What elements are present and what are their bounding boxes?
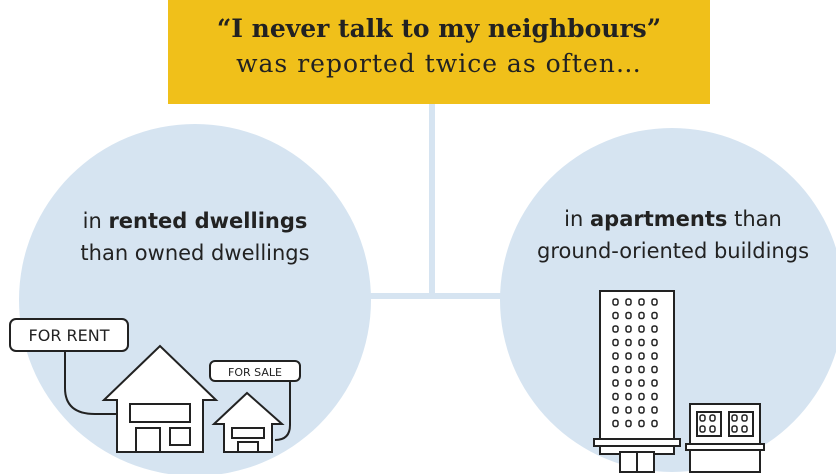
node-text: in rented dwellings than owned dwellings [40, 205, 350, 269]
node-text: in apartments than ground-oriented build… [505, 203, 836, 267]
node-suffix: than [734, 207, 782, 231]
header: “I never talk to my neighbours” was repo… [168, 0, 710, 104]
node-line: ground-oriented buildings [505, 235, 836, 267]
connector [360, 100, 505, 296]
sign-label: FOR SALE [228, 366, 282, 379]
page: FOR RENT FOR SALE “I never talk to my ne… [0, 0, 836, 474]
node-prefix: in [83, 209, 102, 233]
node-bold: apartments [590, 207, 727, 231]
node-line: than owned dwellings [40, 237, 350, 269]
header-quote: “I never talk to my neighbours” [168, 14, 710, 43]
header-subtitle: was reported twice as often… [168, 49, 710, 78]
sign-label: FOR RENT [29, 326, 110, 345]
node-prefix: in [564, 207, 583, 231]
node-bold: rented dwellings [108, 209, 307, 233]
